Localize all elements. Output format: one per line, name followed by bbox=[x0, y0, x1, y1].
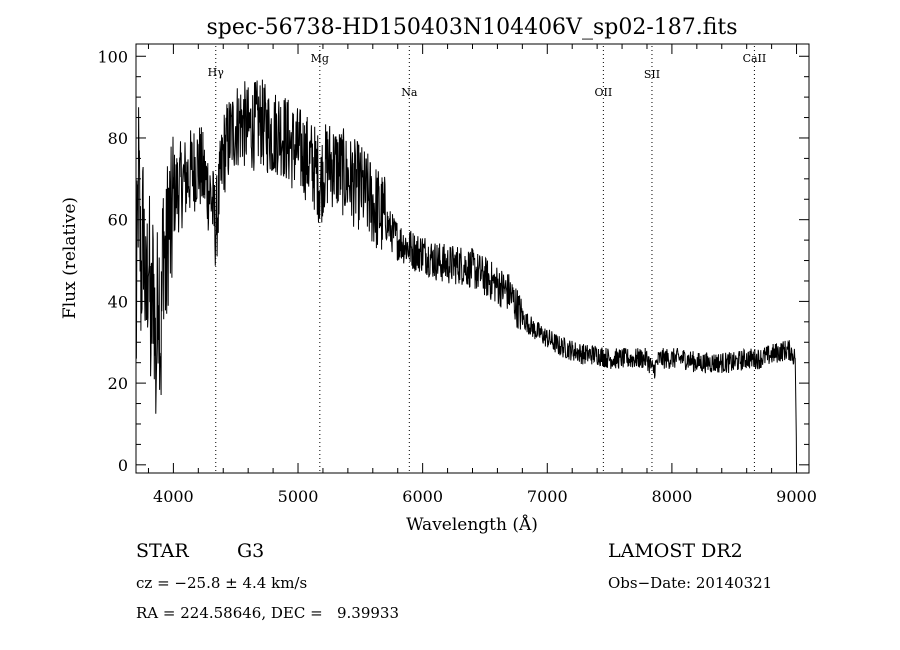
y-tick-label: 80 bbox=[108, 129, 128, 148]
x-tick-label: 4000 bbox=[153, 487, 194, 506]
y-axis-label: Flux (relative) bbox=[60, 197, 80, 319]
y-tick-label: 40 bbox=[108, 292, 128, 311]
object-class: STAR bbox=[136, 540, 189, 562]
line-marker-label: OII bbox=[595, 86, 613, 99]
x-tick-label: 8000 bbox=[652, 487, 693, 506]
survey-name: LAMOST DR2 bbox=[608, 540, 743, 562]
object-subclass: G3 bbox=[237, 540, 265, 562]
line-marker-label: SII bbox=[644, 68, 660, 81]
y-axis-ticks: 0 20 40 60 80 100 bbox=[97, 47, 809, 475]
y-tick-label: 60 bbox=[108, 211, 128, 230]
line-marker-label: Na bbox=[401, 86, 418, 99]
line-marker-label: Mg bbox=[311, 52, 329, 65]
emission-line-markers: Hγ Mg Na OII SII CaII bbox=[208, 46, 767, 473]
redshift-velocity: cz = −25.8 ± 4.4 km/s bbox=[136, 574, 308, 592]
y-tick-label: 100 bbox=[97, 47, 128, 66]
chart-title: spec-56738-HD150403N104406V_sp02-187.fit… bbox=[206, 15, 737, 40]
line-marker-label: CaII bbox=[743, 52, 767, 65]
x-axis-ticks: 4000 5000 6000 7000 8000 9000 bbox=[147, 44, 817, 506]
observation-date: Obs−Date: 20140321 bbox=[608, 574, 773, 592]
x-tick-label: 6000 bbox=[402, 487, 443, 506]
x-axis-label: Wavelength (Å) bbox=[406, 514, 538, 535]
x-tick-label: 7000 bbox=[527, 487, 568, 506]
y-tick-label: 20 bbox=[108, 374, 128, 393]
line-marker-label: Hγ bbox=[208, 66, 225, 79]
coordinates: RA = 224.58646, DEC = 9.39933 bbox=[136, 604, 400, 622]
spectrum-line bbox=[135, 79, 797, 465]
x-tick-label: 5000 bbox=[278, 487, 319, 506]
x-tick-label: 9000 bbox=[776, 487, 817, 506]
y-tick-label: 0 bbox=[118, 456, 128, 475]
